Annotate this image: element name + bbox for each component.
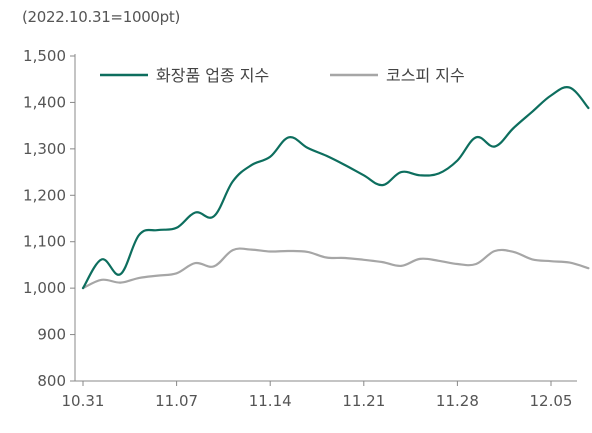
unit-note: (2022.10.31=1000pt) [22,8,181,26]
x-tick-label: 10.31 [62,392,105,410]
y-tick-label: 1,400 [23,93,66,111]
legend-item-cosmetics-label: 화장품 업종 지수 [156,66,269,85]
x-tick-label: 11.14 [249,392,292,410]
y-tick-label: 1,300 [23,140,66,158]
series-line-kospi-index [81,247,590,290]
legend-item-kospi-label: 코스피 지수 [386,66,465,85]
y-tick-label: 800 [37,372,66,390]
series-line-cosmetics-index [81,86,590,290]
y-tick-label: 1,500 [23,47,66,65]
x-tick-label: 11.07 [155,392,198,410]
x-tick-label: 11.28 [436,392,479,410]
y-tick-label: 1,100 [23,233,66,251]
y-tick-label: 1,200 [23,186,66,204]
y-tick-label: 900 [37,326,66,344]
x-tick-label: 12.05 [530,392,573,410]
x-tick-label: 11.21 [342,392,385,410]
y-tick-label: 1,000 [23,279,66,297]
